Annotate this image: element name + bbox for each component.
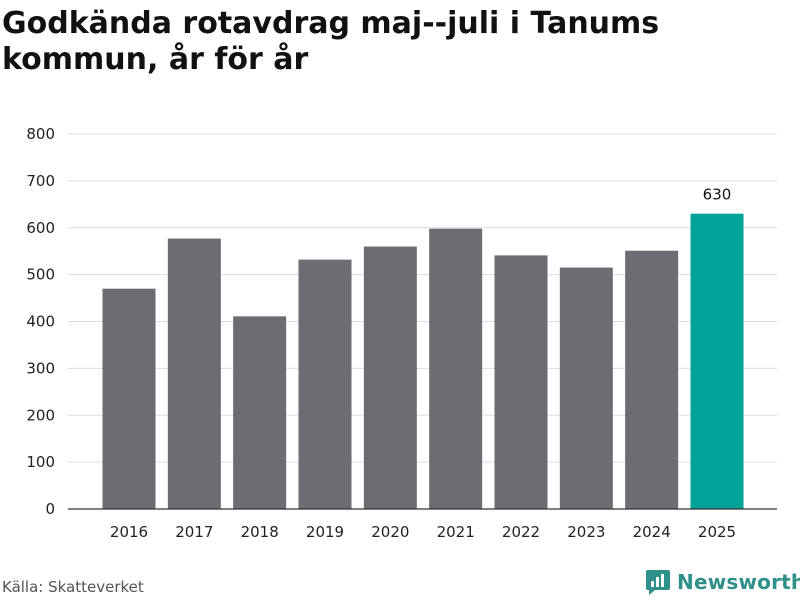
x-tick-label: 2017 [175, 523, 213, 541]
x-tick-label: 2021 [437, 523, 475, 541]
data-label: 630 [703, 186, 732, 204]
x-tick-label: 2018 [241, 523, 279, 541]
brand-name: Newsworthy [677, 570, 800, 594]
y-tick-label: 300 [26, 359, 55, 377]
bar-chart-bubble-icon [646, 570, 670, 595]
bar-2024 [625, 250, 679, 509]
bar-2023 [559, 267, 613, 509]
chart-title: Godkända rotavdrag maj--juli i Tanums ko… [2, 6, 660, 77]
bar-2021 [429, 228, 483, 509]
y-tick-label: 400 [26, 313, 55, 331]
bar-2022 [494, 255, 548, 509]
y-tick-label: 800 [26, 125, 55, 143]
x-tick-label: 2016 [110, 523, 148, 541]
bar-2017 [167, 238, 221, 509]
y-tick-label: 200 [26, 406, 55, 424]
x-tick-label: 2024 [633, 523, 671, 541]
x-tick-label: 2022 [502, 523, 540, 541]
brand-logo: Newsworthy [645, 568, 800, 596]
bar-2016 [102, 288, 156, 509]
x-tick-label: 2023 [567, 523, 605, 541]
bar-2025 [690, 213, 744, 509]
bar-2019 [298, 259, 352, 509]
y-tick-label: 500 [26, 266, 55, 284]
y-tick-label: 700 [26, 172, 55, 190]
y-tick-label: 100 [26, 453, 55, 471]
bar-2020 [363, 246, 417, 509]
x-axis-ticks: 2016 2017 2018 2019 2020 2021 2022 2023 2024 2025 [110, 523, 736, 541]
x-tick-label: 2025 [698, 523, 736, 541]
source-note: Källa: Skatteverket [2, 578, 144, 596]
bars [102, 213, 744, 509]
bar-2018 [233, 316, 287, 509]
x-tick-label: 2020 [371, 523, 409, 541]
x-tick-label: 2019 [306, 523, 344, 541]
y-tick-label: 600 [26, 219, 55, 237]
y-axis-ticks: 0 100 200 300 400 500 600 700 800 [26, 125, 55, 518]
y-tick-label: 0 [45, 500, 55, 518]
data-labels: 630 [703, 186, 732, 204]
